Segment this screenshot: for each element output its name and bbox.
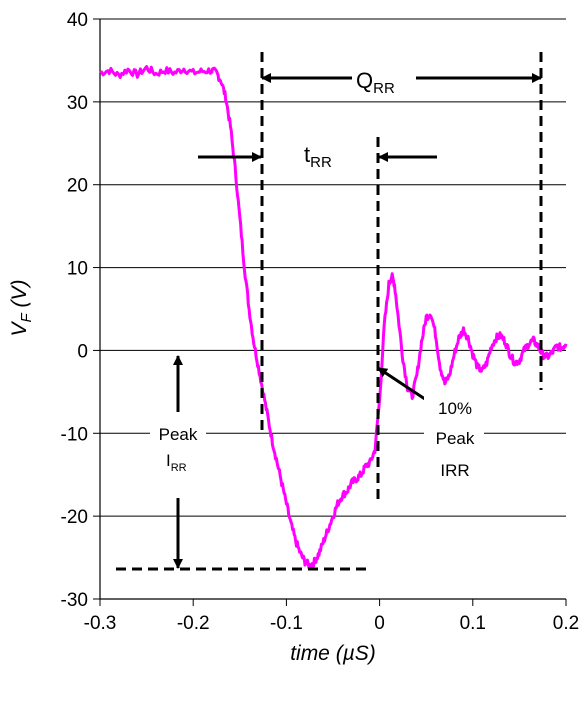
x-tick-label: 0.1 bbox=[460, 613, 486, 634]
axes bbox=[93, 18, 567, 606]
trr-label: tRR bbox=[304, 142, 332, 171]
y-tick-label: 0 bbox=[77, 341, 88, 362]
x-tick-label: -0.2 bbox=[177, 613, 210, 634]
y-axis-title: VF (V) bbox=[8, 279, 35, 336]
annotations: QRR tRR Peak IRR 10% Peak IRR bbox=[116, 52, 543, 571]
y-tick-label: -20 bbox=[61, 507, 88, 528]
x-tick-label: -0.3 bbox=[84, 613, 117, 634]
qrr-label: QRR bbox=[356, 68, 395, 97]
ten-pct-label-line1: 10% bbox=[438, 399, 472, 418]
y-tick-labels: 40 30 20 10 0 -10 -20 -30 bbox=[61, 10, 88, 611]
x-tick-label: -0.1 bbox=[270, 613, 303, 634]
irr-label: IRR bbox=[166, 451, 187, 474]
y-tick-label: 20 bbox=[67, 176, 88, 197]
series-line-vf bbox=[99, 65, 568, 570]
y-tick-label: 40 bbox=[67, 10, 88, 31]
x-tick-label: 0 bbox=[374, 613, 385, 634]
x-axis-title: time (µS) bbox=[290, 642, 376, 665]
ten-pct-label-line3: IRR bbox=[440, 461, 469, 480]
peak-label: Peak bbox=[159, 425, 198, 444]
x-tick-label: 0.2 bbox=[553, 613, 579, 634]
y-tick-label: -30 bbox=[61, 590, 88, 611]
y-tick-label: -10 bbox=[61, 424, 88, 445]
y-tick-label: 10 bbox=[67, 259, 88, 280]
x-tick-labels: -0.3 -0.2 -0.1 0 0.1 0.2 bbox=[84, 613, 580, 634]
ten-pct-label-line2: Peak bbox=[436, 429, 475, 448]
y-tick-label: 30 bbox=[67, 93, 88, 114]
